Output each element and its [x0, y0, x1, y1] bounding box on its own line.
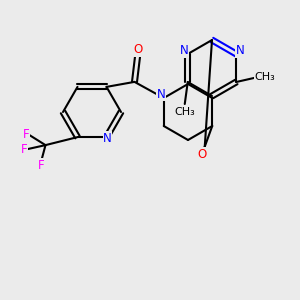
Text: F: F: [38, 159, 45, 172]
Text: CH₃: CH₃: [255, 72, 276, 82]
Text: CH₃: CH₃: [174, 107, 195, 117]
Text: O: O: [133, 44, 142, 56]
Text: O: O: [198, 148, 207, 160]
Text: N: N: [179, 44, 188, 58]
Text: N: N: [236, 44, 244, 58]
Text: N: N: [156, 88, 165, 100]
Text: F: F: [21, 142, 28, 156]
Text: F: F: [23, 128, 30, 141]
Text: N: N: [103, 132, 112, 145]
